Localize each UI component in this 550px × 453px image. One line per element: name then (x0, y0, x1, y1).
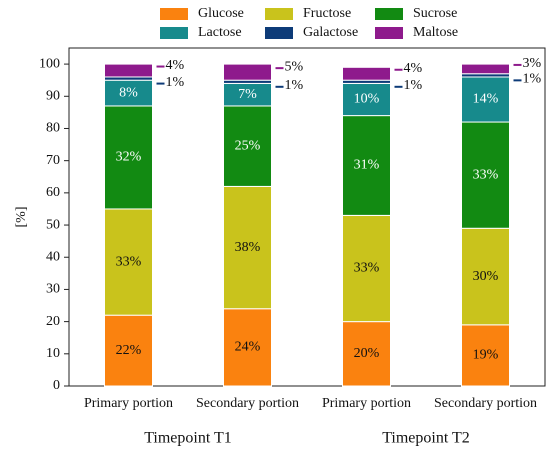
data-label: 1% (523, 72, 542, 87)
y-tick-label: 60 (46, 185, 60, 200)
legend-swatch (160, 8, 188, 20)
bar-segment (104, 79, 153, 107)
y-tick-label: 40 (46, 249, 60, 264)
y-tick-label: 30 (46, 282, 60, 297)
legend-label: Fructose (303, 6, 351, 21)
group-label: Timepoint T1 (144, 430, 232, 447)
y-tick-label: 100 (39, 56, 60, 71)
data-label: 1% (166, 75, 185, 90)
data-label: 38% (235, 240, 261, 255)
bar-segment (223, 308, 272, 387)
bar-segment (223, 185, 272, 310)
data-label: 30% (473, 269, 499, 284)
y-tick-label: 90 (46, 89, 60, 104)
y-tick-label: 50 (46, 217, 60, 232)
data-label: 19% (473, 348, 499, 363)
bar-segment (104, 208, 153, 316)
data-label: 22% (116, 343, 142, 358)
bar-segment (461, 324, 510, 387)
bar-segment (461, 121, 510, 229)
data-label: 31% (354, 158, 380, 173)
y-tick-label: 0 (53, 378, 60, 393)
bar-segment (342, 66, 391, 81)
data-label: 14% (473, 92, 499, 107)
data-label: 8% (119, 85, 138, 100)
data-label: 4% (404, 61, 423, 76)
legend-label: Glucose (198, 6, 244, 21)
bar-segment (342, 82, 391, 117)
legend-swatch (160, 27, 188, 39)
data-label: 24% (235, 340, 261, 355)
group-label: Timepoint T2 (382, 430, 470, 447)
data-label: 20% (354, 346, 380, 361)
bar-segment (342, 115, 391, 216)
data-label: 25% (235, 138, 261, 153)
bar-segment (461, 227, 510, 326)
data-label: 33% (354, 261, 380, 276)
legend-label: Galactose (303, 25, 358, 40)
data-label: 33% (116, 254, 142, 269)
y-tick-label: 20 (46, 314, 60, 329)
x-tick-label: Primary portion (84, 396, 173, 411)
bar-segment (104, 105, 153, 210)
legend-swatch (265, 27, 293, 39)
legend-label: Sucrose (413, 6, 457, 21)
x-tick-label: Primary portion (322, 396, 411, 411)
legend-swatch (375, 8, 403, 20)
data-label: 4% (166, 58, 185, 73)
data-label: 32% (116, 150, 142, 165)
y-axis-label: [%] (14, 207, 29, 228)
legend-label: Maltose (413, 25, 458, 40)
data-label: 7% (238, 87, 257, 102)
bar-segment (223, 63, 272, 81)
y-tick-label: 80 (46, 121, 60, 136)
legend-swatch (265, 8, 293, 20)
data-label: 1% (285, 78, 304, 93)
x-tick-label: Secondary portion (434, 396, 537, 411)
bar-segment (461, 76, 510, 123)
legend-swatch (375, 27, 403, 39)
data-label: 10% (354, 92, 380, 107)
legend-label: Lactose (198, 25, 242, 40)
y-tick-label: 10 (46, 346, 60, 361)
bar-segment (104, 63, 153, 78)
data-label: 3% (523, 56, 542, 71)
data-label: 1% (404, 78, 423, 93)
data-label: 33% (473, 167, 499, 182)
data-label: 5% (285, 59, 304, 74)
y-tick-label: 70 (46, 153, 60, 168)
x-tick-label: Secondary portion (196, 396, 299, 411)
bar-segment (342, 321, 391, 387)
plot-frame (68, 47, 546, 387)
bar-segment (104, 314, 153, 387)
bar-segment (461, 63, 510, 75)
bar-segment (342, 214, 391, 323)
